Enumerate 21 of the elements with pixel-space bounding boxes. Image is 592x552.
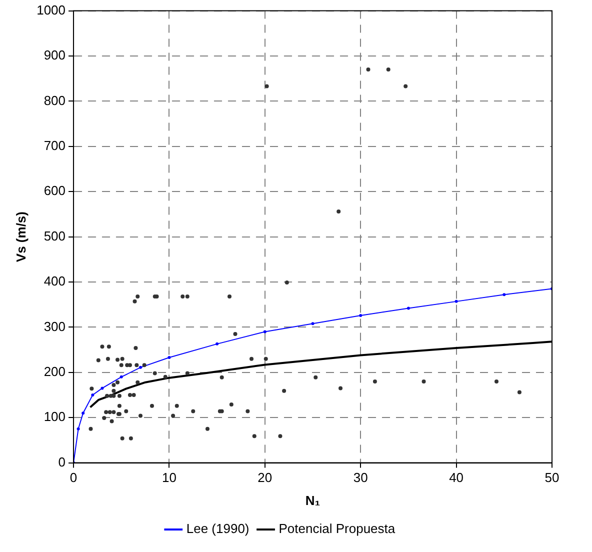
x-tick-label: 0 bbox=[70, 470, 78, 486]
x-axis-title: N₁ bbox=[305, 492, 320, 508]
legend-label: Potencial Propuesta bbox=[278, 521, 396, 536]
y-tick-label: 1000 bbox=[36, 2, 66, 18]
y-tick-label: 700 bbox=[44, 138, 66, 153]
y-tick-label: 600 bbox=[44, 183, 66, 198]
y-tick-label: 500 bbox=[44, 228, 66, 244]
y-tick-label: 200 bbox=[44, 364, 66, 379]
x-tick-label: 40 bbox=[449, 470, 464, 486]
y-tick-label: 900 bbox=[44, 48, 66, 63]
y-tick-label: 400 bbox=[44, 274, 66, 289]
y-tick-label: 0 bbox=[58, 454, 66, 470]
legend-label: Lee (1990) bbox=[186, 521, 250, 536]
x-tick-label: 20 bbox=[258, 470, 272, 486]
x-tick-label: 30 bbox=[353, 470, 368, 486]
y-tick-label: 300 bbox=[44, 318, 66, 334]
y-tick-label: 800 bbox=[44, 92, 66, 108]
x-tick-label: 50 bbox=[544, 470, 560, 486]
x-tick-label: 10 bbox=[162, 470, 176, 486]
y-tick-label: 100 bbox=[44, 409, 66, 424]
y-axis-title: Vs (m/s) bbox=[13, 212, 28, 262]
